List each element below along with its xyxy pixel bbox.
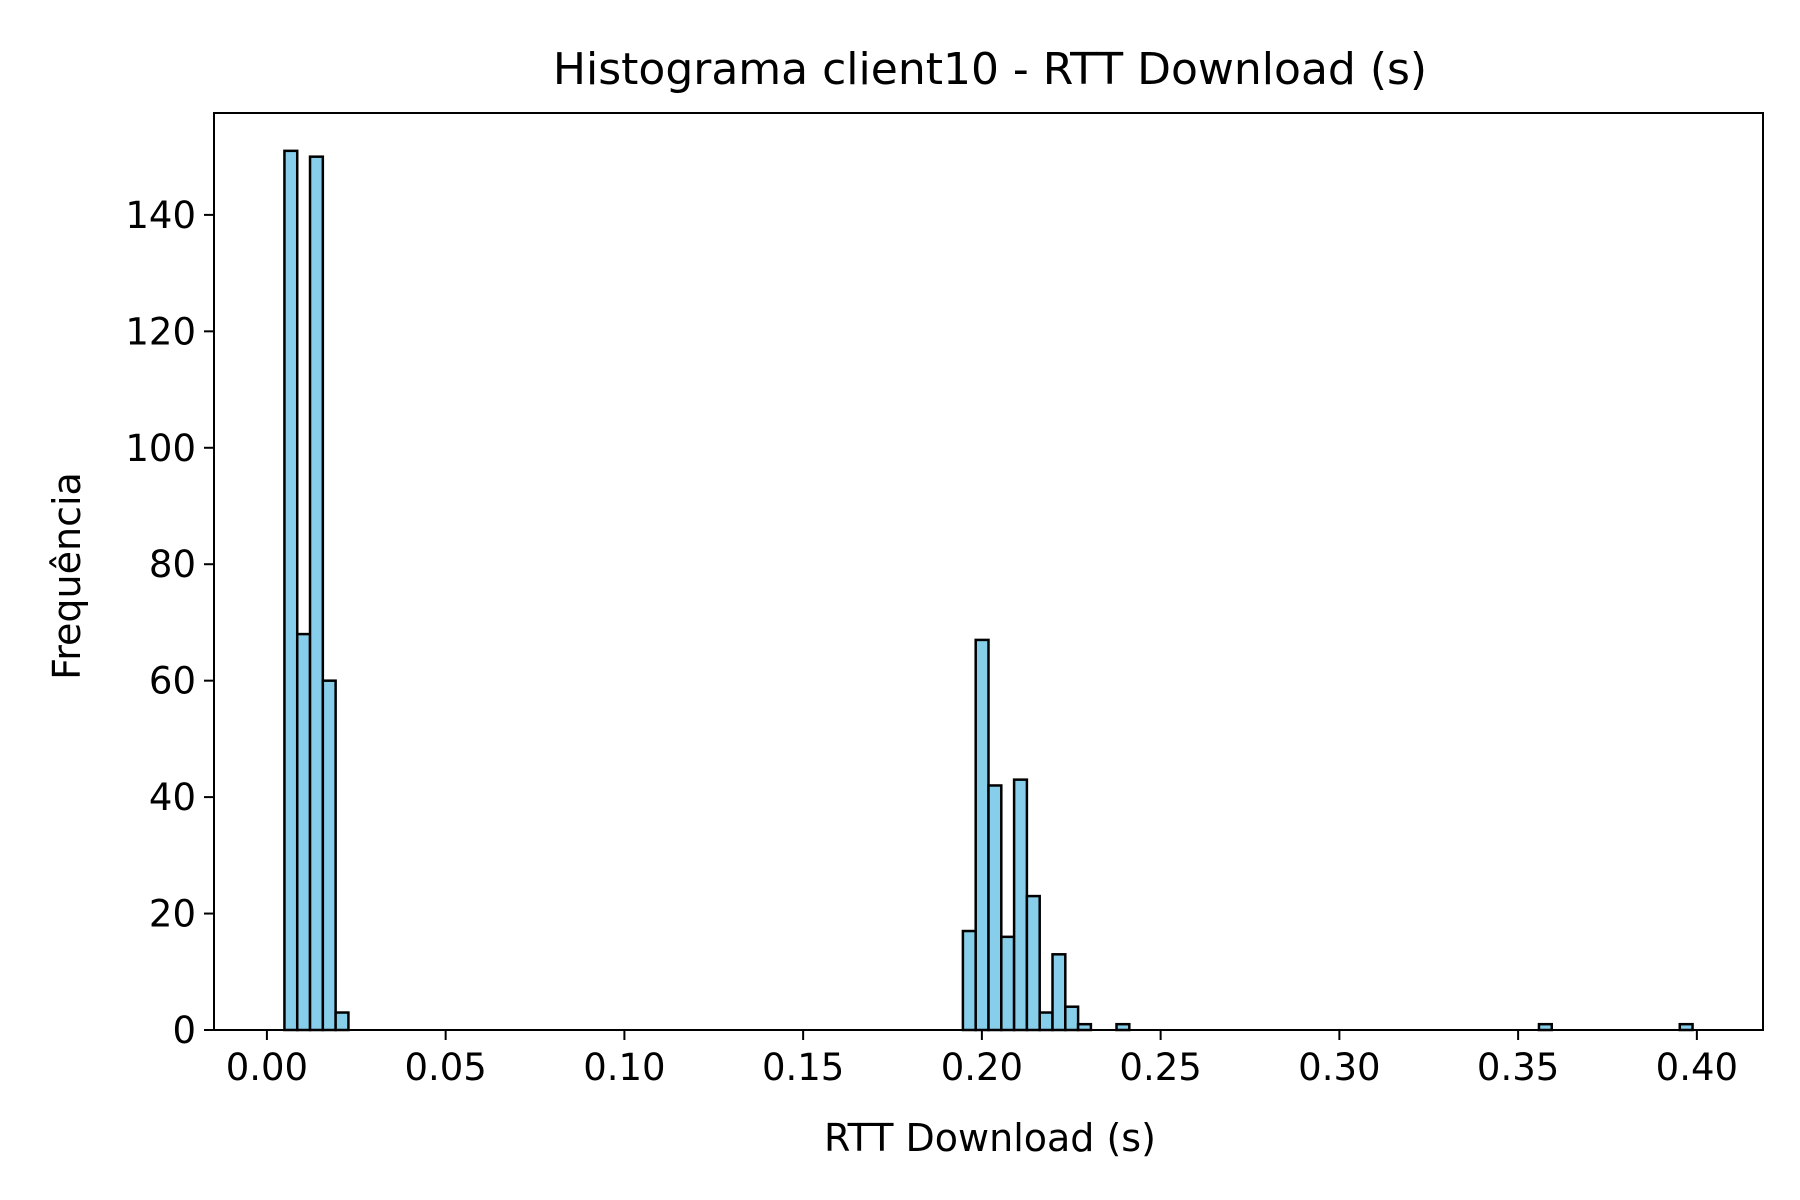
y-tick-label: 120: [125, 310, 196, 353]
y-tick-label: 80: [149, 543, 196, 586]
histogram-bar: [1000, 935, 1016, 1032]
x-tick-label: 0.10: [583, 1046, 665, 1089]
y-ticks-group: 0 20 40 60 80 100 120 140: [125, 194, 214, 1052]
x-ticks-group: 0.00 0.05 0.10 0.15 0.20 0.25 0.30 0.35 0.40: [226, 1030, 1738, 1089]
histogram-bar: [295, 632, 312, 1032]
plot-frame: [213, 112, 1764, 1031]
x-tick-label: 0.35: [1477, 1046, 1559, 1089]
y-tick-label: 0: [172, 1009, 196, 1052]
x-tick-label: 0.25: [1119, 1046, 1201, 1089]
y-tick-label: 20: [149, 893, 196, 936]
x-tick-label: 0.20: [941, 1046, 1023, 1089]
histogram-bar: [987, 784, 1003, 1032]
histogram-bar: [308, 155, 325, 1032]
histogram-bar: [1051, 953, 1067, 1032]
histogram-bar: [283, 149, 299, 1032]
histogram-bar: [334, 1011, 350, 1032]
x-tick-label: 0.30: [1298, 1046, 1380, 1089]
x-tick-label: 0.40: [1656, 1046, 1738, 1089]
y-tick-label: 60: [149, 660, 196, 703]
chart-title: Histograma client10 - RTT Download (s): [553, 44, 1427, 95]
x-axis-label: RTT Download (s): [824, 1116, 1156, 1160]
histogram-bar: [321, 679, 337, 1032]
histogram-bar: [974, 638, 990, 1032]
y-axis-label: Frequência: [45, 472, 89, 680]
histogram-bar: [1012, 778, 1029, 1032]
x-tick-label: 0.15: [762, 1046, 844, 1089]
histogram-bar: [1038, 1011, 1054, 1032]
histogram-bar: [1064, 1005, 1080, 1032]
bars-group: [283, 149, 1694, 1032]
histogram-bar: [1025, 894, 1041, 1032]
x-tick-label: 0.00: [226, 1046, 308, 1089]
y-tick-label: 100: [125, 427, 196, 470]
x-tick-label: 0.05: [404, 1046, 486, 1089]
y-tick-label: 40: [149, 776, 196, 819]
histogram-bar: [961, 929, 977, 1032]
y-tick-label: 140: [125, 194, 196, 237]
